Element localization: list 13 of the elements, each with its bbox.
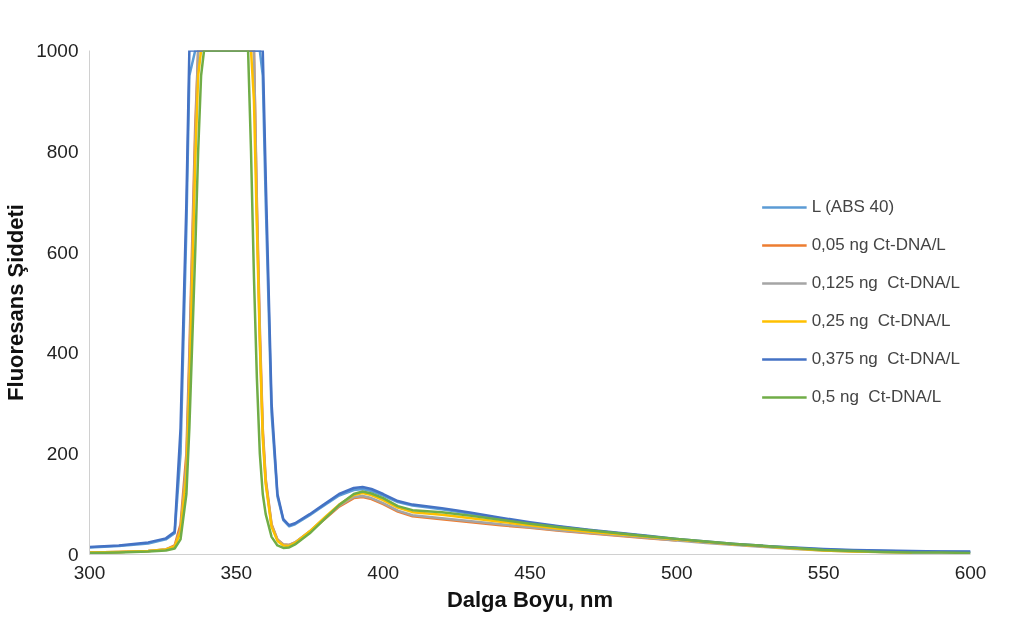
y-axis-title: Fluoresans Şiddeti: [3, 204, 29, 401]
x-tick-label: 350: [220, 561, 253, 583]
x-tick-label: 550: [807, 561, 840, 583]
y-tick-label: 1000: [36, 40, 79, 61]
x-tick-label: 450: [514, 561, 546, 583]
x-axis-title: Dalga Boyu, nm: [446, 586, 614, 612]
y-tick-label: 200: [46, 443, 79, 465]
y-tick-label: 800: [46, 140, 79, 162]
x-tick-label: 600: [954, 561, 987, 583]
x-tick-label: 400: [367, 561, 400, 583]
y-tick-label: 600: [46, 241, 79, 263]
y-tick-label: 400: [46, 342, 79, 364]
x-tick-label: 500: [660, 561, 693, 583]
